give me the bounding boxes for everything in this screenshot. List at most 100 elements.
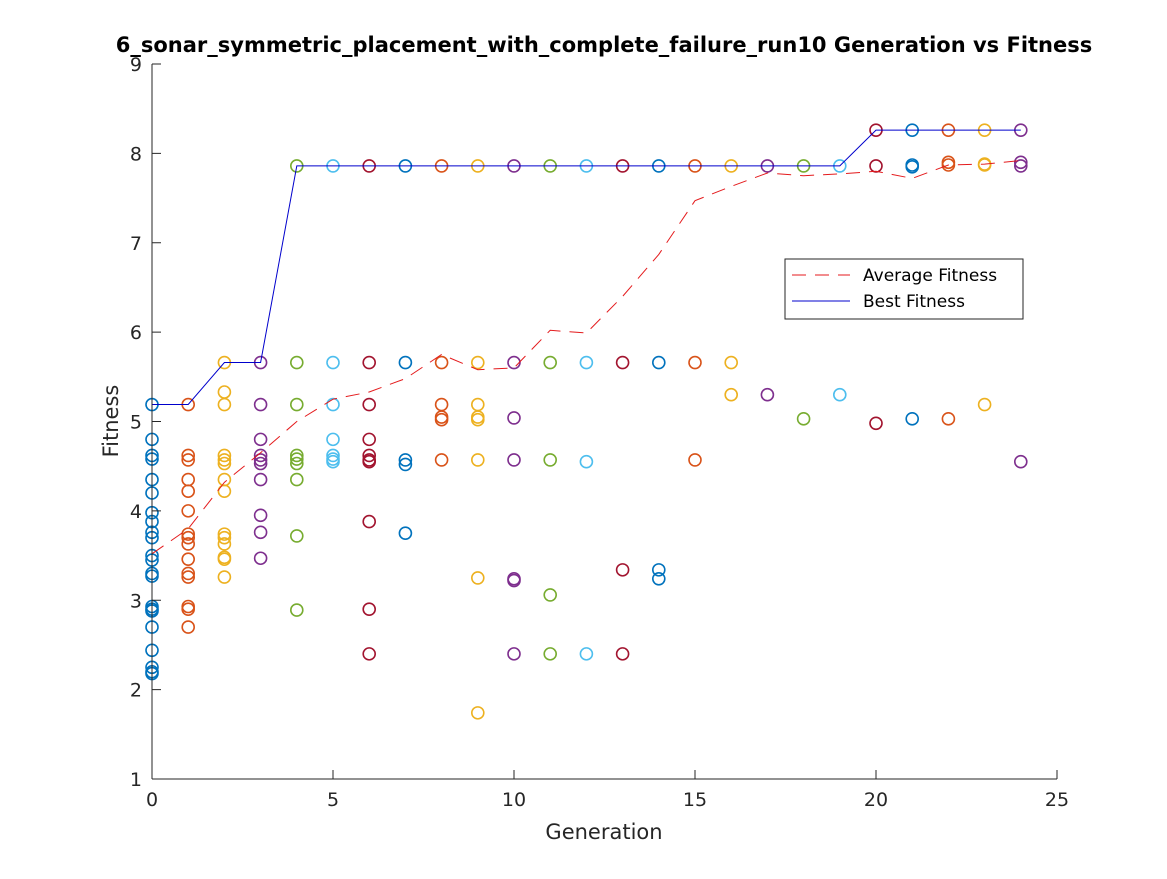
population-point: [651, 571, 666, 586]
population-point: [543, 588, 558, 602]
x-tick-label: 20: [864, 789, 888, 811]
y-tick-label: 6: [130, 322, 142, 344]
population-point: [217, 530, 232, 545]
y-tick-label: 9: [130, 54, 142, 76]
population-point: [253, 525, 268, 540]
population-point: [470, 571, 485, 585]
y-tick-label: 5: [130, 412, 142, 434]
population-point: [181, 602, 195, 616]
y-tick-label: 4: [130, 501, 142, 523]
population-point: [362, 432, 377, 447]
population-point: [181, 472, 195, 487]
population-point: [181, 552, 195, 566]
population-point: [217, 570, 232, 584]
population-point: [688, 453, 702, 467]
x-tick-label: 15: [683, 789, 707, 811]
population-point: [217, 552, 232, 566]
population-point: [289, 397, 304, 412]
population-point: [434, 397, 449, 412]
x-axis-title: Generation: [545, 820, 662, 844]
legend-average-label: Average Fitness: [863, 266, 997, 286]
population-point: [905, 159, 920, 174]
population-point: [507, 647, 521, 661]
population-point: [869, 159, 883, 173]
population-point: [217, 484, 232, 499]
population-point: [615, 563, 630, 577]
legend-box: [784, 258, 1024, 320]
population-point: [470, 453, 485, 467]
population-point: [181, 504, 195, 518]
best-fitness-line: [152, 129, 1021, 405]
y-tick-label: 8: [130, 143, 142, 165]
population-point: [289, 529, 304, 543]
population-point: [941, 412, 956, 426]
population-point: [470, 412, 485, 427]
population-point: [1013, 454, 1028, 469]
population-point: [470, 355, 485, 370]
population-point: [253, 551, 268, 566]
population-point: [181, 448, 195, 463]
population-point: [869, 416, 883, 431]
population-point: [253, 397, 268, 412]
population-point: [832, 387, 847, 402]
population-point: [941, 158, 956, 172]
population-point: [217, 527, 232, 541]
population-point: [289, 472, 304, 487]
population-point: [217, 397, 232, 412]
y-tick-label: 2: [130, 680, 142, 702]
plot-area: [145, 123, 1028, 720]
population-point: [977, 397, 992, 412]
population-point: [398, 526, 413, 541]
population-point: [181, 530, 195, 545]
axes: 0 5 10 15 20 25 1 2 3 4 5 6 7 8 9: [130, 54, 1069, 811]
population-point: [181, 599, 195, 614]
population-point: [543, 647, 558, 661]
population-point: [326, 397, 340, 412]
population-point: [470, 706, 485, 720]
population-point: [615, 647, 630, 661]
population-point: [326, 448, 340, 463]
population-point: [579, 355, 594, 370]
population-point: [1013, 155, 1028, 170]
population-point: [326, 432, 340, 447]
population-point: [507, 573, 521, 588]
population-point: [796, 412, 811, 426]
population-point: [507, 411, 521, 425]
population-point: [507, 355, 521, 370]
population-point: [1013, 159, 1028, 173]
population-point: [434, 412, 449, 427]
population-point: [362, 448, 377, 463]
x-tick-label: 10: [502, 789, 526, 811]
legend-best-label: Best Fitness: [863, 292, 965, 312]
average-fitness-line: [151, 160, 1021, 555]
population-point: [507, 453, 521, 467]
population-point: [905, 412, 920, 426]
x-tick-label: 25: [1045, 789, 1069, 811]
population-point: [688, 355, 702, 370]
population-point: [434, 355, 449, 370]
population-point: [289, 355, 304, 370]
population-point: [253, 448, 268, 463]
population-point: [398, 453, 413, 467]
population-point: [217, 472, 232, 487]
population-point: [434, 453, 449, 467]
population-point: [724, 387, 739, 402]
population-point: [398, 355, 413, 370]
population-point: [326, 355, 340, 370]
population-point: [289, 603, 304, 617]
y-tick-label: 3: [130, 590, 142, 612]
population-point: [289, 448, 304, 463]
population-point: [651, 563, 666, 577]
population-point: [760, 387, 775, 402]
population-point: [289, 452, 304, 466]
population-point: [434, 410, 449, 424]
population-point: [615, 355, 630, 370]
population-point: [217, 456, 232, 471]
population-point: [651, 355, 666, 370]
population-point: [579, 454, 594, 469]
population-point: [362, 602, 377, 616]
population-point: [326, 454, 340, 469]
population-point: [362, 355, 377, 370]
population-point: [181, 537, 195, 551]
